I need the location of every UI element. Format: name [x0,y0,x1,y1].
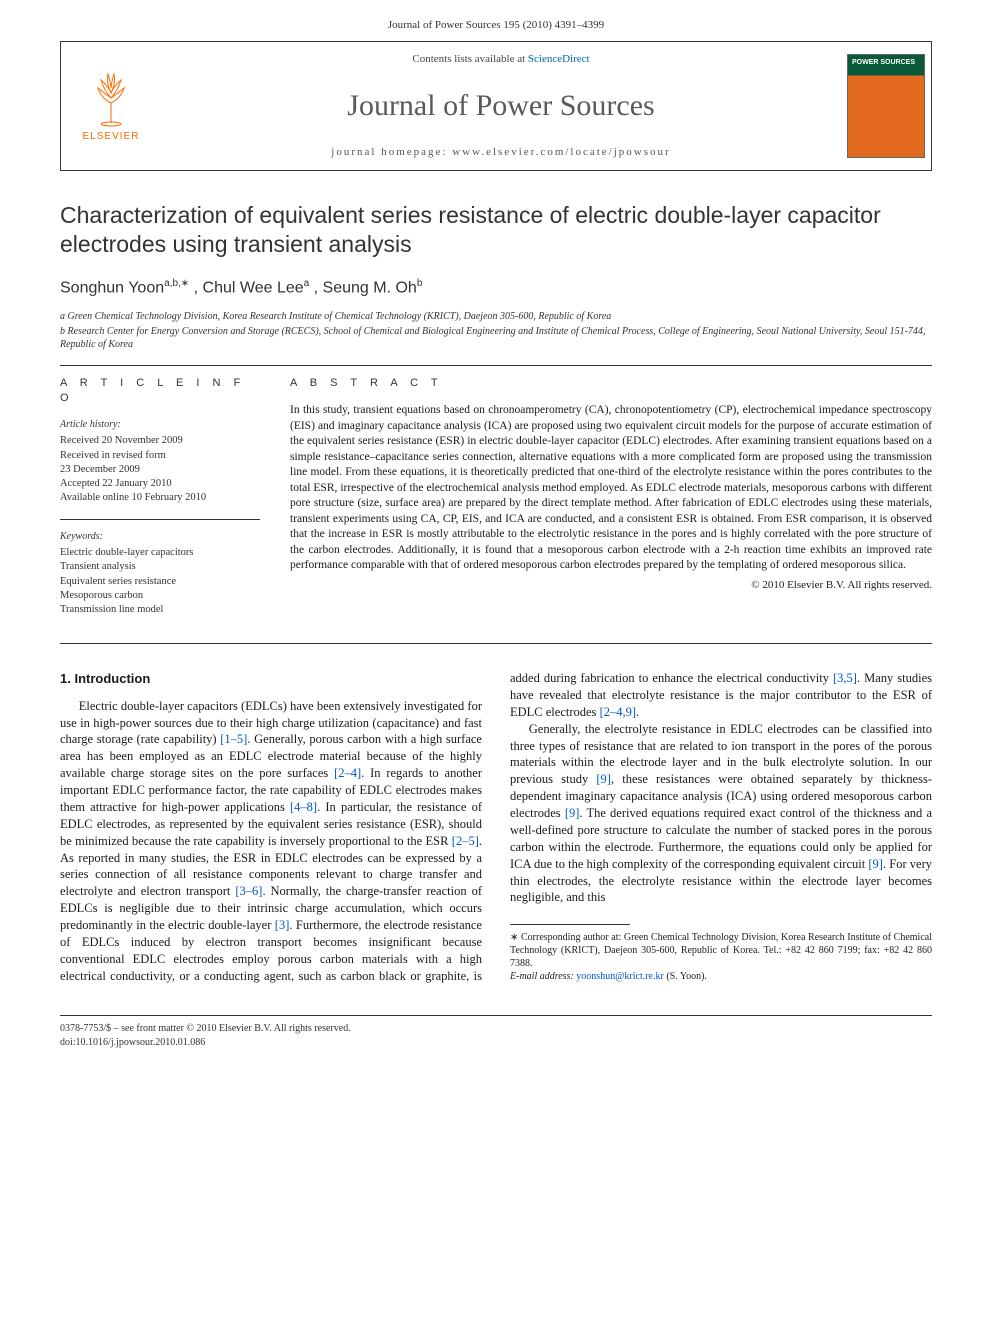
footnote-rule [510,924,630,925]
corresponding-author-footnote: ∗ Corresponding author at: Green Chemica… [510,931,932,970]
affiliation-b: b Research Center for Energy Conversion … [60,325,932,351]
running-header: Journal of Power Sources 195 (2010) 4391… [0,0,992,41]
homepage-prefix: journal homepage: [331,146,452,158]
citation-link[interactable]: [4–8] [290,800,317,814]
citation-link[interactable]: [3] [275,918,290,932]
keyword: Transient analysis [60,560,260,574]
citation-link[interactable]: [2–5] [452,834,479,848]
citation-link[interactable]: [9] [565,806,580,820]
keywords-label: Keywords: [60,530,260,544]
keyword: Mesoporous carbon [60,589,260,603]
doi-line: doi:10.1016/j.jpowsour.2010.01.086 [60,1036,932,1050]
body-text: . [636,705,639,719]
publisher-name: ELSEVIER [83,130,140,144]
history-line: Accepted 22 January 2010 [60,477,260,491]
history-line: Received 20 November 2009 [60,434,260,448]
journal-header-box: ELSEVIER Contents lists available at Sci… [60,41,932,171]
keyword: Equivalent series resistance [60,575,260,589]
history-line: Received in revised form [60,449,260,463]
sciencedirect-link[interactable]: ScienceDirect [528,53,590,65]
article-info-column: A R T I C L E I N F O Article history: R… [60,376,260,632]
email-label: E-mail address: [510,971,576,982]
citation-link[interactable]: [2–4] [334,766,361,780]
journal-homepage: journal homepage: www.elsevier.com/locat… [331,145,670,160]
citation-link[interactable]: [3,5] [833,671,857,685]
affiliation-a: a Green Chemical Technology Division, Ko… [60,310,932,323]
elsevier-tree-icon [86,68,136,128]
divider [60,519,260,520]
divider [60,1015,932,1016]
issn-line: 0378-7753/$ – see front matter © 2010 El… [60,1022,932,1036]
history-line: Available online 10 February 2010 [60,491,260,505]
author-2-affil: a [304,278,310,289]
citation-link[interactable]: [9] [596,772,611,786]
author-3: , Seung M. Oh [314,279,417,296]
divider [60,365,932,366]
section-heading: 1. Introduction [60,670,482,688]
homepage-url[interactable]: www.elsevier.com/locate/jpowsour [452,146,670,158]
authors-line: Songhun Yoona,b,∗ , Chul Wee Leea , Seun… [60,277,932,300]
email-footnote: E-mail address: yoonshun@krict.re.kr (S.… [510,970,932,983]
author-1: Songhun Yoon [60,279,164,296]
page-footer: 0378-7753/$ – see front matter © 2010 El… [60,1015,932,1050]
sd-prefix: Contents lists available at [412,53,527,65]
author-3-affil: b [417,278,423,289]
journal-header-center: Contents lists available at ScienceDirec… [161,42,841,170]
article-info-heading: A R T I C L E I N F O [60,376,260,407]
journal-cover-thumb: POWER SOURCES [841,42,931,170]
keyword: Electric double-layer capacitors [60,546,260,560]
publisher-logo: ELSEVIER [61,42,161,170]
citation-link[interactable]: [3–6] [235,884,262,898]
keyword: Transmission line model [60,603,260,617]
abstract-text: In this study, transient equations based… [290,403,932,574]
cover-image: POWER SOURCES [847,54,925,158]
cover-title: POWER SOURCES [852,59,920,67]
abstract-heading: A B S T R A C T [290,376,932,391]
body-text: 1. Introduction Electric double-layer ca… [60,670,932,984]
article-title: Characterization of equivalent series re… [60,201,932,259]
citation-link[interactable]: [1–5] [220,732,247,746]
sciencedirect-line: Contents lists available at ScienceDirec… [412,52,589,67]
abstract-column: A B S T R A C T In this study, transient… [290,376,932,632]
email-suffix: (S. Yoon). [664,971,707,982]
citation-link[interactable]: [2–4,9] [600,705,636,719]
history-line: 23 December 2009 [60,463,260,477]
abstract-copyright: © 2010 Elsevier B.V. All rights reserved… [290,578,932,593]
divider [60,643,932,644]
history-label: Article history: [60,418,260,432]
journal-name: Journal of Power Sources [347,85,654,127]
email-link[interactable]: yoonshun@krict.re.kr [576,971,664,982]
body-text: . Normally, the charge-transfer reaction [262,884,471,898]
author-2: , Chul Wee Lee [194,279,304,296]
author-1-affil: a,b,∗ [164,278,189,289]
citation-link[interactable]: [9] [868,857,883,871]
